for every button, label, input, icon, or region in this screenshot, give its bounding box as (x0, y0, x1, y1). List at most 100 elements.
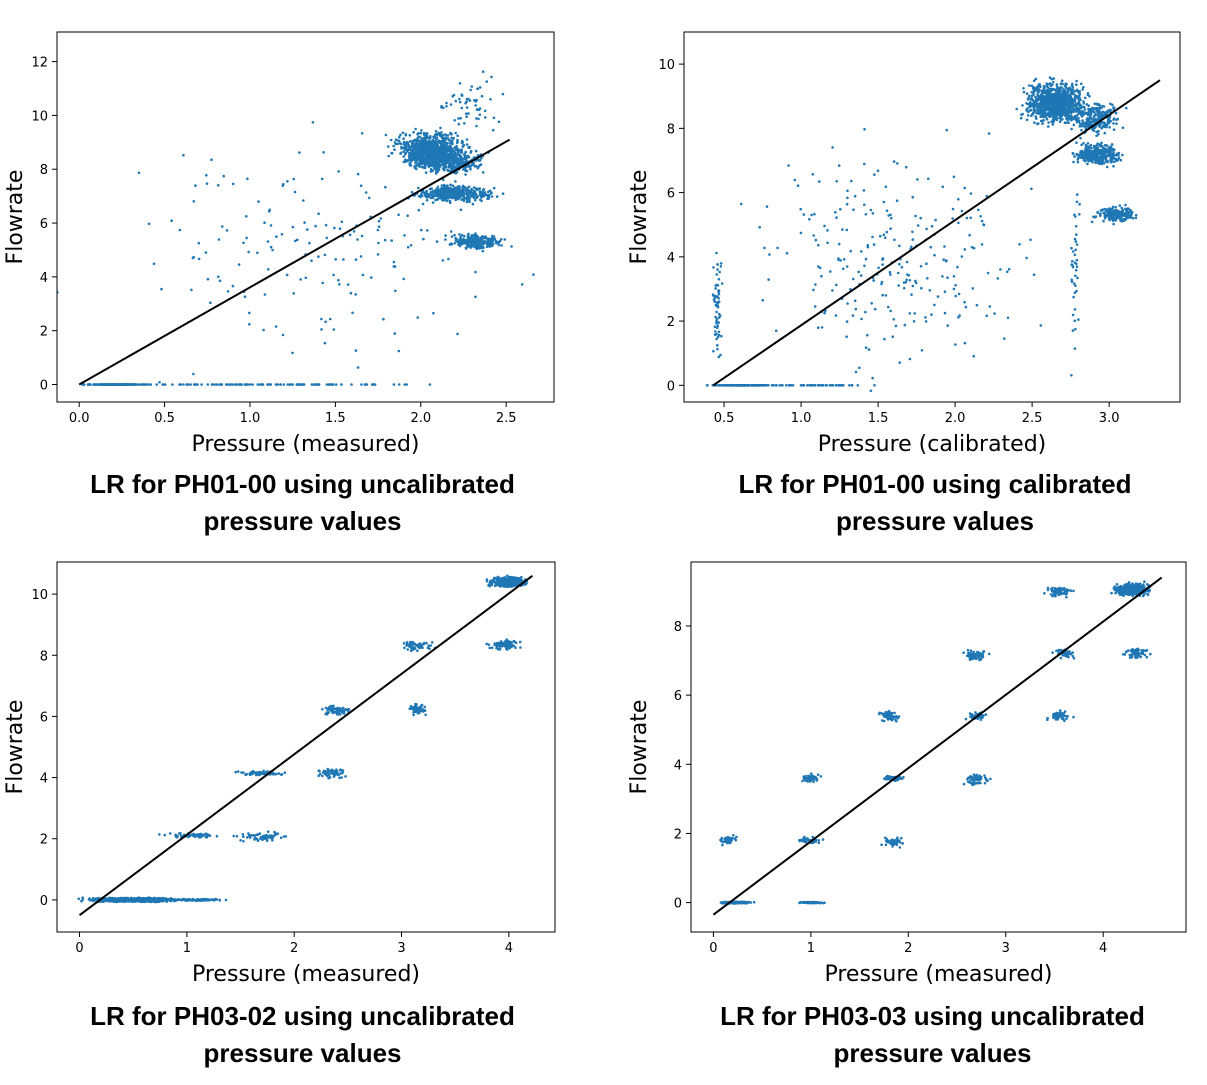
data-point (1050, 77, 1054, 81)
data-point (398, 142, 402, 145)
data-point (463, 152, 467, 156)
data-point (1097, 151, 1100, 155)
data-point (1058, 120, 1062, 123)
data-point (1075, 83, 1078, 86)
data-point (813, 212, 816, 216)
data-point (1111, 103, 1114, 107)
data-point (450, 191, 454, 195)
data-point (864, 310, 867, 314)
data-point (716, 344, 719, 347)
data-point (258, 383, 262, 386)
data-point (883, 236, 887, 239)
data-point (412, 151, 415, 155)
data-point (441, 191, 445, 195)
data-point (475, 247, 479, 251)
data-point (877, 266, 880, 270)
data-point (410, 144, 414, 147)
data-point (826, 241, 829, 245)
data-point (897, 284, 900, 287)
data-point (478, 191, 482, 195)
data-point (908, 357, 912, 361)
y-tick-label: 2 (667, 315, 675, 330)
data-point (714, 330, 717, 333)
data-point (88, 383, 92, 386)
data-point (963, 341, 967, 345)
data-point (1070, 246, 1073, 250)
data-point (276, 383, 280, 386)
data-point (977, 208, 980, 212)
data-point (423, 137, 427, 141)
data-point (717, 300, 721, 304)
data-point (487, 190, 490, 194)
data-point (467, 185, 471, 189)
data-point (1074, 327, 1077, 331)
data-point (340, 383, 343, 386)
data-point (879, 234, 882, 238)
data-point (863, 203, 866, 207)
data-point (397, 349, 401, 353)
data-point (1096, 210, 1099, 214)
data-point (404, 132, 408, 136)
data-point (715, 251, 718, 255)
data-point (1121, 218, 1125, 221)
data-point (1112, 154, 1115, 158)
data-point (943, 311, 947, 315)
data-point (969, 216, 972, 220)
data-point (1026, 110, 1030, 114)
data-point (281, 184, 285, 187)
data-point (420, 148, 423, 151)
data-point (765, 384, 768, 387)
data-point (468, 191, 471, 194)
data-point (1048, 110, 1052, 114)
data-point (205, 174, 208, 177)
data-point (1120, 215, 1124, 218)
data-point (235, 383, 238, 386)
data-point (1036, 102, 1040, 106)
data-point (436, 132, 440, 136)
data-point (116, 383, 119, 386)
data-point (160, 287, 163, 291)
data-point (1075, 153, 1079, 157)
chart-panel-ph03-02-uncalibrated: 0 1 2 3 4 0 2 4 6 8 10 Pressure (measured) Flowrate … (0, 540, 600, 1085)
data-point (1109, 108, 1112, 112)
data-point (443, 149, 447, 153)
data-point (448, 190, 452, 194)
data-point (459, 235, 462, 239)
data-point (431, 193, 435, 197)
data-point (1100, 113, 1104, 116)
x-axis-label: Pressure (calibrated) (818, 432, 1047, 457)
data-point (863, 127, 866, 131)
data-point (897, 271, 900, 275)
data-point (1064, 98, 1067, 102)
data-point (817, 384, 821, 387)
data-point (845, 228, 849, 232)
data-point (465, 97, 469, 101)
data-point (467, 232, 470, 236)
data-point (123, 383, 127, 386)
data-point (480, 192, 484, 196)
data-point (1112, 148, 1116, 151)
data-point (1073, 319, 1077, 323)
data-point (1061, 104, 1065, 107)
data-point (850, 384, 854, 387)
data-point (852, 208, 855, 211)
data-point (444, 136, 448, 140)
data-point (963, 186, 966, 190)
data-point (222, 174, 225, 178)
data-point (440, 186, 444, 190)
data-point (320, 177, 324, 181)
data-point (943, 245, 946, 248)
data-point (390, 239, 394, 242)
data-point (951, 217, 954, 220)
data-point (721, 384, 725, 387)
data-point (1070, 118, 1073, 121)
data-point (963, 300, 966, 304)
data-point (799, 207, 802, 211)
data-point (952, 287, 956, 291)
data-point (1107, 118, 1110, 122)
data-point (864, 213, 868, 216)
data-point (1039, 108, 1043, 111)
data-point (787, 384, 791, 387)
data-point (1050, 120, 1053, 124)
data-point (1070, 263, 1073, 266)
